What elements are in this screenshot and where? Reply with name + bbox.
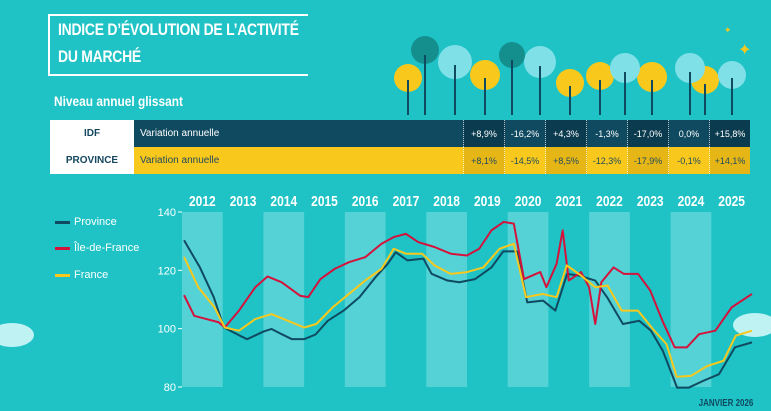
value-cell: -17,9%	[627, 147, 669, 174]
legend-label: Île-de-France	[74, 242, 140, 254]
row-name: Variation annuelle	[134, 147, 464, 174]
value-cell: +8,1%	[463, 147, 505, 174]
row-label: PROVINCE	[50, 147, 134, 174]
value-cell: -0,1%	[668, 147, 710, 174]
year-label: 2022	[596, 193, 623, 210]
year-band	[670, 212, 712, 387]
year-label: 2013	[230, 193, 257, 210]
year-label: 2014	[270, 193, 297, 210]
value-cell: -14,5%	[504, 147, 546, 174]
year-label: 2025	[718, 193, 745, 210]
value-cell: -1,3%	[586, 120, 628, 147]
date-footer: JANVIER 2026	[698, 398, 753, 409]
legend-france: France	[55, 269, 108, 281]
value-cell: +4,3%	[545, 120, 587, 147]
year-label: 2015	[311, 193, 338, 210]
year-band	[507, 212, 549, 387]
row-label: IDF	[50, 120, 134, 147]
value-cell: -16,2%	[504, 120, 546, 147]
year-label: 2019	[474, 193, 501, 210]
year-label: 2024	[678, 193, 705, 210]
y-tick-label: 140	[158, 207, 176, 219]
title-frame	[48, 14, 308, 76]
table-row-idf: IDF Variation annuelle +8,9% -16,2% +4,3…	[50, 120, 750, 147]
legend-province: Province	[55, 216, 117, 228]
year-band	[344, 212, 386, 387]
year-label: 2017	[393, 193, 420, 210]
year-label: 2016	[352, 193, 379, 210]
year-label: 2021	[555, 193, 582, 210]
row-name: Variation annuelle	[134, 120, 464, 147]
title-line-2: DU MARCHÉ	[58, 47, 141, 66]
year-label: 2018	[433, 193, 460, 210]
value-cell: 0,0%	[668, 120, 710, 147]
table-row-province: PROVINCE Variation annuelle +8,1% -14,5%…	[50, 147, 750, 174]
title-line-1: INDICE D’ÉVOLUTION DE L’ACTIVITÉ	[58, 20, 299, 39]
y-tick-label: 120	[158, 265, 176, 277]
value-cell: +14,1%	[709, 147, 750, 174]
legend-swatch	[55, 220, 70, 224]
value-cell: +8,5%	[545, 147, 587, 174]
value-cell: -17,0%	[627, 120, 669, 147]
series-line-france	[183, 242, 753, 378]
year-band	[426, 212, 467, 387]
svg-text:✦: ✦	[738, 42, 751, 59]
legend-label: Province	[74, 216, 117, 228]
value-cell: +15,8%	[709, 120, 750, 147]
value-cell: +8,9%	[463, 120, 505, 147]
legend-swatch	[55, 273, 70, 277]
value-cell: -12,3%	[586, 147, 628, 174]
series-line--le-de-france	[183, 220, 753, 349]
svg-text:✦: ✦	[724, 25, 732, 35]
subtitle: Niveau annuel glissant	[54, 93, 183, 109]
year-band	[263, 212, 305, 387]
year-label: 2023	[637, 193, 664, 210]
series-line-province	[183, 239, 753, 389]
legend-label: France	[74, 269, 109, 281]
legend-swatch	[55, 246, 70, 250]
variation-table: IDF Variation annuelle +8,9% -16,2% +4,3…	[50, 120, 750, 174]
legend-idf: Île-de-France	[55, 242, 139, 254]
y-tick-label: 80	[164, 382, 176, 394]
year-band	[182, 212, 223, 387]
y-tick-label: 100	[158, 324, 176, 336]
year-label: 2020	[515, 193, 542, 210]
year-label: 2012	[189, 193, 216, 210]
